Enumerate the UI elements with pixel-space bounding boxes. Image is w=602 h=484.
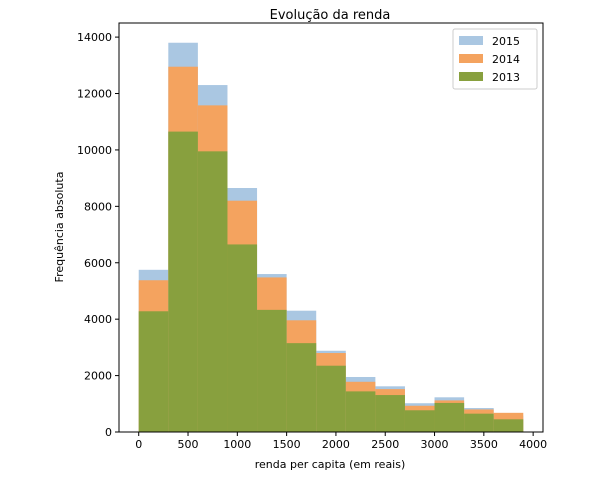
legend-label-2015: 2015 <box>492 35 520 48</box>
legend-label-2014: 2014 <box>492 53 520 66</box>
bar-2013-6 <box>316 365 346 432</box>
x-axis-label: renda per capita (em reais) <box>255 458 406 471</box>
y-tick-label-6: 12000 <box>77 88 112 101</box>
bars-group <box>138 42 524 433</box>
bar-2013-2 <box>197 151 228 433</box>
legend-label-2013: 2013 <box>492 71 520 84</box>
legend-swatch-2013 <box>459 72 483 81</box>
bar-2013-1 <box>168 131 198 432</box>
x-tick-label-7: 3500 <box>470 438 498 451</box>
y-tick-label-7: 14000 <box>77 31 112 44</box>
bar-2013-11 <box>464 413 494 432</box>
bar-2013-5 <box>286 343 317 432</box>
bar-2013-7 <box>345 391 376 432</box>
x-axis: 0 500 1000 1500 2000 2500 3000 3500 4000 <box>135 432 547 451</box>
x-tick-label-3: 1500 <box>273 438 301 451</box>
bar-2013-10 <box>434 402 465 432</box>
bar-2013-0 <box>138 311 169 432</box>
y-tick-label-5: 10000 <box>77 144 112 157</box>
legend: 2015 2014 2013 <box>452 28 538 90</box>
legend-swatch-2014 <box>459 54 483 63</box>
legend-swatch-2015 <box>459 36 483 45</box>
bar-2013-4 <box>257 309 287 432</box>
bar-2013-8 <box>375 395 405 432</box>
y-axis-label: Frequência absoluta <box>53 172 66 283</box>
x-tick-label-8: 4000 <box>519 438 547 451</box>
x-tick-label-6: 3000 <box>421 438 449 451</box>
chart-title: Evolução da renda <box>270 8 391 23</box>
x-tick-label-5: 2500 <box>371 438 399 451</box>
plot-frame <box>118 22 544 433</box>
y-tick-label-2: 4000 <box>84 313 112 326</box>
y-tick-label-3: 6000 <box>84 257 112 270</box>
y-axis: 0 2000 4000 6000 8000 10000 12000 14000 <box>77 31 119 439</box>
x-tick-label-1: 500 <box>178 438 199 451</box>
y-tick-label-4: 8000 <box>84 200 112 213</box>
bar-2013-12 <box>493 419 524 432</box>
y-tick-label-0: 0 <box>105 426 112 439</box>
x-tick-label-0: 0 <box>135 438 142 451</box>
bar-2013-9 <box>404 410 435 432</box>
bar-2013-3 <box>227 244 258 432</box>
x-tick-label-4: 2000 <box>322 438 350 451</box>
y-tick-label-1: 2000 <box>84 370 112 383</box>
x-tick-label-2: 1000 <box>223 438 251 451</box>
